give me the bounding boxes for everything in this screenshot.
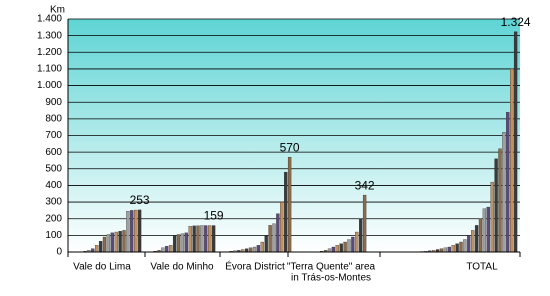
y-tick-label: 900	[45, 97, 62, 108]
y-tick-label: 600	[45, 147, 62, 158]
y-tick-label: 1.000	[37, 80, 62, 91]
bar	[331, 246, 336, 253]
bar	[471, 230, 475, 253]
x-tick-label: Vale do Lima	[73, 262, 131, 273]
bar	[502, 132, 506, 253]
bar	[211, 225, 216, 253]
bar	[474, 225, 479, 253]
x-tick-label: Vale do Minho	[150, 262, 214, 273]
bar	[204, 225, 208, 253]
bar	[272, 223, 276, 253]
bar	[196, 225, 200, 253]
bar	[276, 213, 280, 253]
bar	[447, 246, 451, 253]
bar	[510, 68, 514, 253]
bar	[506, 112, 510, 253]
y-tick-label: 300	[45, 197, 62, 208]
bar	[256, 245, 261, 253]
bar	[208, 225, 212, 253]
bar	[284, 171, 288, 253]
bar	[118, 231, 122, 253]
bar	[335, 245, 339, 253]
bar	[248, 247, 253, 253]
bar	[188, 226, 192, 253]
bar	[192, 225, 196, 253]
bar	[486, 206, 490, 253]
y-axis-label: Km	[50, 5, 65, 16]
value-label: 570	[280, 140, 300, 154]
bar	[102, 236, 107, 253]
bar	[498, 148, 502, 253]
bar	[463, 239, 467, 253]
bar	[169, 245, 173, 253]
bar	[110, 232, 114, 253]
bar	[176, 234, 181, 253]
bar	[351, 236, 355, 253]
bar	[467, 235, 471, 253]
bar	[98, 241, 103, 253]
bar	[494, 158, 498, 253]
y-tick-label: 1.300	[37, 30, 62, 41]
bar	[106, 234, 111, 253]
bar	[513, 31, 518, 253]
bar	[355, 231, 359, 253]
y-tick-label: 0	[56, 247, 62, 258]
y-tick-label: 700	[45, 130, 62, 141]
bar	[268, 225, 272, 253]
bar	[264, 235, 268, 253]
bar	[339, 243, 343, 253]
bar	[130, 210, 134, 253]
y-tick-label: 200	[45, 213, 62, 224]
x-tick-label: TOTAL	[466, 262, 498, 273]
bar	[200, 225, 204, 253]
bar	[134, 209, 138, 253]
bar	[490, 181, 494, 253]
bar	[114, 231, 118, 253]
bar	[359, 218, 363, 253]
value-label: 253	[130, 193, 150, 207]
bar	[443, 247, 448, 253]
x-tick-label: in Trás-os-Montes	[291, 273, 371, 284]
y-tick-label: 1.200	[37, 47, 62, 58]
value-label: 342	[355, 178, 375, 192]
bar	[180, 233, 185, 253]
bar	[362, 194, 367, 253]
y-tick-label: 1.400	[37, 14, 62, 25]
bar	[184, 232, 188, 253]
y-tick-label: 400	[45, 180, 62, 191]
bar	[122, 230, 126, 253]
bar	[165, 246, 169, 253]
y-tick-label: 500	[45, 163, 62, 174]
value-label: 1.324	[501, 15, 531, 29]
bar	[126, 211, 130, 253]
bar	[280, 201, 284, 253]
bar	[260, 241, 264, 253]
bar	[252, 246, 257, 253]
bar	[455, 243, 459, 253]
bar	[95, 245, 99, 253]
value-label: 159	[204, 209, 224, 223]
bar	[287, 156, 292, 253]
bar	[343, 241, 347, 253]
bar	[172, 235, 177, 253]
bar	[451, 245, 455, 253]
y-tick-label: 100	[45, 230, 62, 241]
bar	[478, 218, 483, 253]
y-tick-label: 1.100	[37, 64, 62, 75]
bar	[459, 241, 463, 253]
x-tick-label: "Terra Quente" area	[287, 262, 376, 273]
x-tick-label: Évora District	[225, 260, 285, 273]
y-tick-label: 800	[45, 113, 62, 124]
bar	[137, 209, 142, 253]
bar	[161, 247, 165, 253]
bar	[482, 208, 487, 253]
bar	[347, 239, 351, 253]
